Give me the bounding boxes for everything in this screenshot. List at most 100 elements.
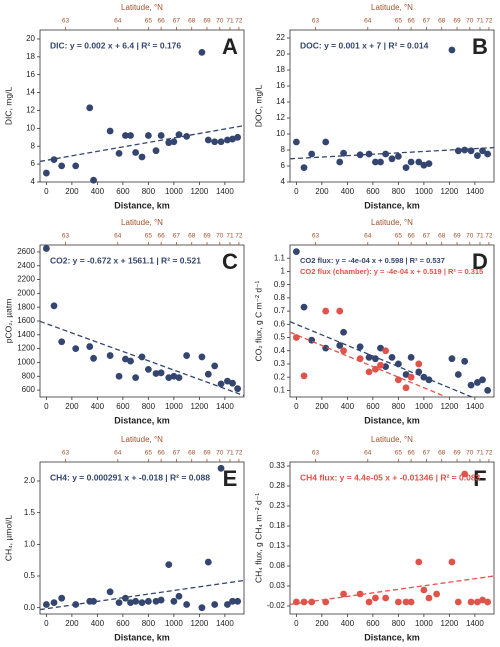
data-point <box>165 139 173 147</box>
x2-tick-label: 70 <box>466 18 474 25</box>
x2-tick-label: 72 <box>485 233 493 240</box>
data-point <box>448 46 456 54</box>
x-tick-label: 800 <box>392 619 406 628</box>
legend-entry: CO2: y = -0.672 x + 1561.1 | R² = 0.521 <box>50 255 201 265</box>
panel: Latitude, °N 63 64 65 66 67 68 69 70 71 72 0 200 400 6… <box>253 218 495 425</box>
data-point <box>106 352 114 359</box>
data-point <box>300 598 308 606</box>
data-point <box>365 150 373 158</box>
x-tick-label: 600 <box>116 402 130 411</box>
data-point <box>224 601 231 608</box>
x-axis-label: Distance, km <box>114 415 170 425</box>
data-point <box>308 150 316 158</box>
y-tick-label: 0.13 <box>269 541 285 550</box>
data-point <box>42 245 50 252</box>
y-tick-label: 18 <box>26 52 35 61</box>
data-point <box>144 132 152 139</box>
data-point <box>300 303 308 311</box>
data-point <box>224 136 231 144</box>
x2-tick-label: 69 <box>203 450 211 457</box>
data-point <box>322 138 330 146</box>
y-tick-label: 0.3 <box>274 359 286 368</box>
x2-tick-label: 63 <box>62 18 70 25</box>
data-point <box>340 590 347 598</box>
data-point <box>132 374 140 382</box>
data-point <box>365 353 373 361</box>
x-tick-label: 800 <box>392 402 406 411</box>
x-tick-label: 200 <box>315 187 329 196</box>
data-point <box>165 561 173 568</box>
plot-frame <box>39 244 245 398</box>
data-point <box>454 371 462 378</box>
x2-tick-label: 69 <box>453 450 461 457</box>
data-point <box>198 48 206 56</box>
x-tick-label: 600 <box>116 619 130 628</box>
y-tick-label: 1400 <box>17 330 35 339</box>
y-axis-label: CH₄, µmol/L <box>3 515 13 561</box>
x2-tick-label: 63 <box>312 450 320 457</box>
data-point <box>308 598 316 606</box>
panel-letter: D <box>472 249 488 274</box>
x2-axis-label: Latitude, °N <box>121 3 163 12</box>
y-axis-label: DOC, mg/L <box>253 84 263 127</box>
data-point <box>415 368 423 376</box>
x-tick-label: 200 <box>315 619 329 628</box>
x2-tick-label: 66 <box>158 233 166 240</box>
panel-letter: C <box>222 249 238 274</box>
y-tick-label: 0.9 <box>274 280 286 289</box>
data-point <box>300 372 308 380</box>
data-point <box>183 352 191 359</box>
x2-tick-label: 64 <box>114 450 122 457</box>
data-point <box>211 601 219 608</box>
y-tick-label: 2400 <box>17 261 35 270</box>
data-point <box>58 338 66 346</box>
y-tick-label: 6 <box>31 159 36 168</box>
data-point <box>300 164 308 172</box>
trend-line <box>40 320 244 397</box>
x2-tick-label: 64 <box>364 233 372 240</box>
x-tick-label: 600 <box>366 187 380 196</box>
data-point <box>415 558 423 566</box>
data-point <box>474 598 481 606</box>
x2-tick-label: 69 <box>453 18 461 25</box>
data-point <box>234 133 242 141</box>
data-point <box>356 151 364 159</box>
x2-tick-label: 67 <box>173 18 181 25</box>
legend-entry: DIC: y = 0.002 x + 6.4 | R² = 0.176 <box>50 40 181 50</box>
data-point <box>42 169 50 177</box>
x-tick-label: 1000 <box>415 619 433 628</box>
data-point <box>407 353 415 361</box>
x2-tick-label: 66 <box>408 450 416 457</box>
y-tick-label: 16 <box>276 81 285 90</box>
x-tick-label: 200 <box>65 619 79 628</box>
data-point <box>157 369 165 377</box>
data-point <box>394 153 402 160</box>
data-point <box>382 347 390 355</box>
x-tick-label: 1000 <box>165 187 183 196</box>
x2-tick-label: 71 <box>476 233 484 240</box>
data-point <box>90 354 97 362</box>
data-point <box>211 138 219 146</box>
data-point <box>229 135 236 143</box>
x2-axis-label: Latitude, °N <box>121 218 163 227</box>
data-point <box>292 138 300 146</box>
x-tick-label: 800 <box>392 187 406 196</box>
data-point <box>402 371 410 378</box>
y-tick-label: 0.28 <box>269 481 285 490</box>
x-tick-label: 0 <box>44 402 49 411</box>
data-point <box>415 158 423 166</box>
x2-tick-label: 63 <box>62 233 70 240</box>
x2-tick-label: 68 <box>188 233 196 240</box>
data-point <box>170 138 178 146</box>
trend-line <box>40 579 244 611</box>
data-point <box>448 355 456 363</box>
data-point <box>322 307 330 315</box>
data-point <box>394 376 402 384</box>
x2-tick-label: 70 <box>216 450 224 457</box>
y-axis-label: pCO₂, µatm <box>3 299 13 344</box>
trend-line <box>290 575 494 606</box>
data-point <box>420 586 428 594</box>
x2-tick-label: 71 <box>226 233 234 240</box>
x2-tick-label: 70 <box>216 233 224 240</box>
data-point <box>336 158 344 166</box>
